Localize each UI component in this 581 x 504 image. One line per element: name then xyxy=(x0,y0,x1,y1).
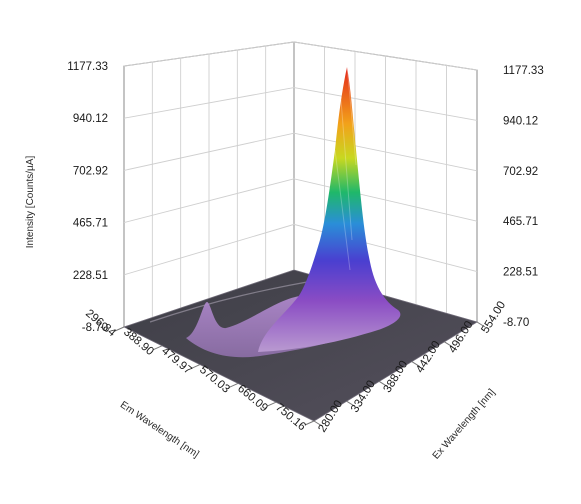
z-gridline xyxy=(123,87,478,121)
z-axis-right-ticks: 1177.33 940.12 702.92 465.71 228.51 -8.70 xyxy=(503,65,544,329)
em-tick-mark xyxy=(228,382,239,388)
ex-tick-mark xyxy=(313,420,323,427)
z-tick-label-right: 1177.33 xyxy=(503,65,544,77)
z-axis-label: Intensity [Counts/µA] xyxy=(25,156,36,249)
em-tick-mark xyxy=(190,364,201,370)
z-axis-left-ticks: 1177.33 940.12 702.92 465.71 228.51 -8.70 xyxy=(67,61,108,334)
em-axis-label: Em Wavelength [nm] xyxy=(118,400,201,461)
em-tick-mark xyxy=(114,326,125,332)
z-tick-label-right: -8.70 xyxy=(503,317,529,329)
z-tick-label-left: 465.71 xyxy=(73,218,108,230)
z-tick-label-left: 702.92 xyxy=(73,165,108,177)
em-tick-mark xyxy=(304,420,315,426)
ex-tick-mark xyxy=(411,361,421,368)
ex-tick-mark xyxy=(346,400,355,407)
ex-axis-label: Ex Wavelength [nm] xyxy=(431,387,498,462)
em-tick-mark xyxy=(266,401,277,407)
em-tick-mark xyxy=(152,345,163,351)
z-gridline xyxy=(123,223,478,276)
z-gridline xyxy=(123,41,478,71)
z-tick-label-left: -8.70 xyxy=(82,322,108,334)
z-tick-label-left: 228.51 xyxy=(73,270,108,282)
gridlines xyxy=(123,41,478,328)
z-tick-label-right: 228.51 xyxy=(503,267,538,279)
ex-tick-mark xyxy=(476,321,486,328)
z-tick-label-left: 1177.33 xyxy=(67,61,108,73)
ex-tick-mark xyxy=(444,341,453,348)
z-tick-label-right: 940.12 xyxy=(503,115,538,127)
ex-tick-mark xyxy=(378,380,388,387)
z-tick-label-left: 940.12 xyxy=(73,113,108,125)
z-tick-label-right: 465.71 xyxy=(503,216,538,228)
z-gridline xyxy=(123,132,478,172)
surface xyxy=(186,66,401,358)
z-gridline xyxy=(123,178,478,224)
z-tick-label-right: 702.92 xyxy=(503,166,538,178)
peak-sheen xyxy=(334,66,357,271)
main-peak xyxy=(258,67,401,352)
